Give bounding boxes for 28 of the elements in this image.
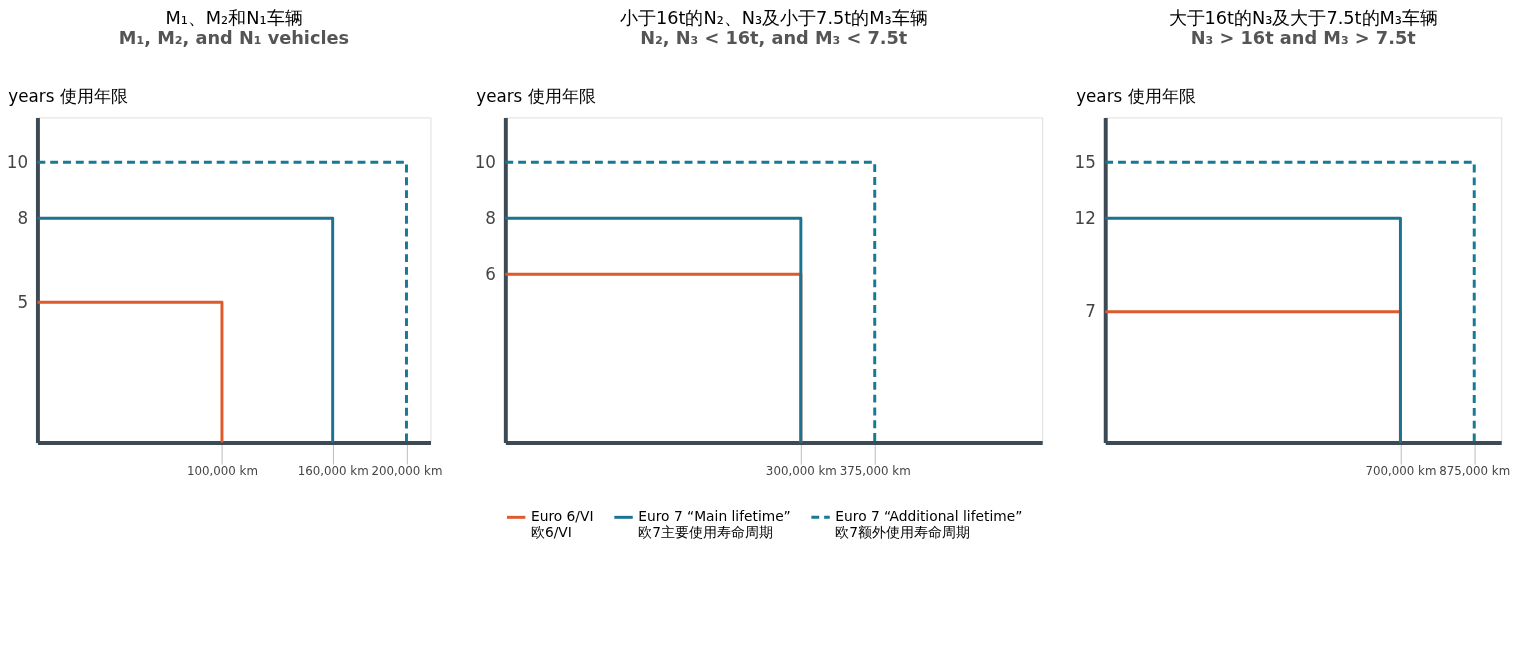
x-tick-label: 160,000 km bbox=[297, 464, 369, 479]
x-tick-label: 100,000 km bbox=[186, 464, 258, 479]
y-axis-title: years 使用年限 bbox=[1076, 86, 1196, 107]
y-tick-label: 8 bbox=[485, 207, 496, 228]
y-tick-label: 7 bbox=[1085, 301, 1096, 322]
legend-label: Euro 6/VI 欧6/VI bbox=[530, 508, 594, 541]
y-axis-title: years 使用年限 bbox=[476, 86, 596, 107]
y-tick-label: 12 bbox=[1074, 207, 1096, 228]
y-axis-title: years 使用年限 bbox=[8, 86, 128, 107]
y-tick-label: 10 bbox=[474, 151, 496, 172]
x-tick-label: 375,000 km bbox=[839, 464, 911, 479]
chart-title: M₁、M₂和N₁车辆 bbox=[165, 7, 303, 28]
chart-subtitle: N₂, N₃ < 16t, and M₃ < 7.5t bbox=[640, 28, 908, 49]
y-tick-label: 6 bbox=[485, 263, 496, 284]
y-tick-label: 5 bbox=[17, 291, 29, 312]
x-tick-label: 200,000 km bbox=[371, 464, 443, 479]
chart-subtitle: M₁, M₂, and N₁ vehicles bbox=[118, 28, 350, 49]
chart-subtitle: N₃ > 16t and M₃ > 7.5t bbox=[1190, 28, 1417, 49]
y-tick-label: 10 bbox=[6, 151, 29, 172]
x-tick-label: 300,000 km bbox=[765, 464, 837, 479]
legend-label: Euro 7 “Main lifetime” 欧7主要使用寿命周期 bbox=[638, 508, 791, 541]
x-tick-label: 875,000 km bbox=[1439, 464, 1511, 479]
chart-title: 小于16t的N₂、N₃及小于7.5t的M₃车辆 bbox=[619, 7, 928, 28]
legend-label: Euro 7 “Additional lifetime” 欧7额外使用寿命周期 bbox=[835, 508, 1023, 541]
y-tick-label: 15 bbox=[1074, 151, 1096, 172]
x-tick-label: 700,000 km bbox=[1365, 464, 1437, 479]
y-tick-label: 8 bbox=[17, 207, 29, 228]
chart-title: 大于16t的N₃及大于7.5t的M₃车辆 bbox=[1168, 7, 1438, 28]
